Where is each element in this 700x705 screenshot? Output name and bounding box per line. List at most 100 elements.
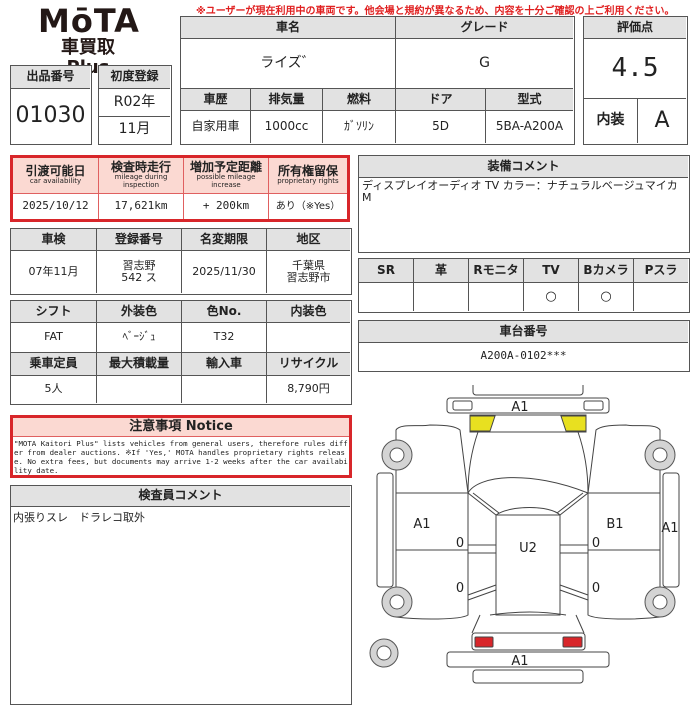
region-value: 千葉県 習志野市 (286, 258, 331, 284)
notice-label: 注意事項 Notice (13, 418, 349, 437)
spec-header: 内装色 (267, 301, 350, 323)
history-label: 車歴 (181, 89, 251, 111)
region-label: 地区 (267, 229, 350, 251)
mileage-increase-value: + 200km (184, 194, 269, 219)
reg-number-label: 登録番号 (97, 229, 182, 251)
left-taillight (474, 636, 494, 648)
name-change-deadline-value: 2025/11/30 (182, 251, 267, 293)
mileage-value: 17,621km (99, 194, 184, 219)
rear-bumper (446, 651, 610, 668)
option-value (469, 283, 524, 311)
option-header: Rモニタ (469, 259, 524, 283)
spec-value (97, 376, 182, 403)
inspector-label: 検査員コメント (11, 486, 350, 507)
displacement-value: 1000cc (251, 111, 323, 143)
first-registration-box: 初度登録 R02年 11月 (98, 65, 172, 145)
car-name: ライズ゛ (181, 39, 396, 89)
left-side-body (395, 424, 469, 620)
notice-text: "MOTA Kaitori Plus" lists vehicles from … (14, 439, 348, 475)
spec-value: FAT (11, 323, 97, 353)
rear-bumper-grade: A1 (511, 654, 528, 669)
spec-value (267, 323, 350, 353)
roof (495, 514, 561, 616)
door-mark: 0 (456, 581, 464, 596)
fuel-label: 燃料 (323, 89, 396, 111)
option-value: ○ (579, 283, 634, 311)
listing-number-box: 出品番号 01030 (10, 65, 92, 145)
shaken-label: 車検 (11, 229, 97, 251)
availability-date: 2025/10/12 (13, 194, 99, 219)
history-value: 自家用車 (181, 111, 251, 143)
right-side-grade: B1 (606, 517, 623, 532)
grade-label: グレード (396, 17, 573, 39)
roof-grade: U2 (519, 541, 537, 556)
left-step (376, 472, 394, 588)
availability-table: 引渡可能日 car availability 検査時走行 mileage durin… (10, 155, 350, 222)
listing-label: 出品番号 (11, 66, 90, 89)
left-headlight (469, 415, 496, 432)
fuel-value: ｶﾞｿﾘﾝ (323, 111, 396, 143)
specs-table: シフト 外装色 色No. 内装色 FAT ﾍﾞｰｼﾞｭ T32 乗車定員 最大積載量 輸入車 リサイ… (10, 300, 352, 405)
door-mark: 0 (592, 581, 600, 596)
rating-score: 4.5 (584, 39, 686, 99)
hood-outline (467, 431, 589, 494)
chassis-value: A200A-0102*** (480, 349, 567, 363)
model-code-label: 型式 (486, 89, 573, 111)
front-grille (472, 385, 584, 396)
inspector-text: 内張りスレ ドラレコ取外 (13, 511, 145, 524)
spec-value: 5人 (11, 376, 97, 403)
right-side-body (587, 424, 661, 620)
spec-value: 8,790円 (287, 382, 330, 396)
option-value (359, 283, 414, 311)
door-mark: 0 (592, 536, 600, 551)
right-step (662, 472, 680, 588)
spec-value: T32 (182, 323, 267, 353)
spec-header: 輸入車 (182, 353, 267, 376)
rating-label: 評価点 (584, 17, 686, 39)
mileage-label: 検査時走行 mileage during inspection (99, 158, 184, 194)
shaken-value: 07年11月 (11, 251, 97, 293)
rear-panel (471, 632, 586, 651)
displacement-label: 排気量 (251, 89, 323, 111)
options-table: SR 革 Rモニタ TV ○ Bカメラ ○ Pスラ (358, 258, 690, 313)
chassis-label: 車台番号 (359, 321, 688, 343)
option-header: Pスラ (634, 259, 688, 283)
right-step-grade: A1 (661, 521, 678, 536)
proprietary-rights-label: 所有権留保 proprietary rights (269, 158, 347, 194)
car-name-label: 車名 (181, 17, 396, 39)
first-reg-year: R02年 (99, 89, 170, 117)
inspection-table: 車検 登録番号 名変期限 地区 07年11月 習志野 542 ス 2025/11… (10, 228, 352, 295)
model-code-value: 5BA-A200A (495, 119, 564, 134)
option-value (414, 283, 469, 311)
reg-number-value: 習志野 542 ス (97, 251, 182, 293)
notice-box: 注意事項 Notice "MOTA Kaitori Plus" lists ve… (10, 415, 352, 478)
equipment-label: 装備コメント (359, 156, 688, 178)
car-info-table: 車名 グレード ライズ゛ G 車歴 排気量 燃料 ドア 型式 自家用車 1000… (180, 16, 575, 145)
front-bumper (446, 397, 610, 414)
option-header: SR (359, 259, 414, 283)
first-reg-label: 初度登録 (99, 66, 170, 89)
option-value (634, 283, 688, 311)
spec-header: リサイクル (267, 353, 350, 376)
right-taillight (562, 636, 583, 648)
first-reg-month: 11月 (118, 121, 151, 138)
mileage-increase-label: 増加予定距離 possible mileage increase (184, 158, 269, 194)
proprietary-rights-value: あり（※Yes） (275, 201, 341, 212)
option-header: TV (524, 259, 579, 283)
interior-grade: A (654, 107, 670, 133)
listing-value: 01030 (15, 102, 86, 128)
spec-header: 色No. (182, 301, 267, 323)
chassis-number-box: 車台番号 A200A-0102*** (358, 320, 690, 372)
spec-header: シフト (11, 301, 97, 323)
equipment-comment-box: 装備コメント ディスプレイオーディオ TV カラー：ナチュラルベージュマイカM (358, 155, 690, 253)
option-header: 革 (414, 259, 469, 283)
right-headlight (560, 415, 587, 432)
option-header: Bカメラ (579, 259, 634, 283)
left-side-grade: A1 (413, 517, 430, 532)
name-change-deadline-label: 名変期限 (182, 229, 267, 251)
door-mark: 0 (456, 536, 464, 551)
inspector-comment-box: 検査員コメント 内張りスレ ドラレコ取外 (10, 485, 352, 705)
option-value: ○ (524, 283, 579, 311)
interior-label: 内装 (584, 99, 638, 143)
spec-value (182, 376, 267, 403)
